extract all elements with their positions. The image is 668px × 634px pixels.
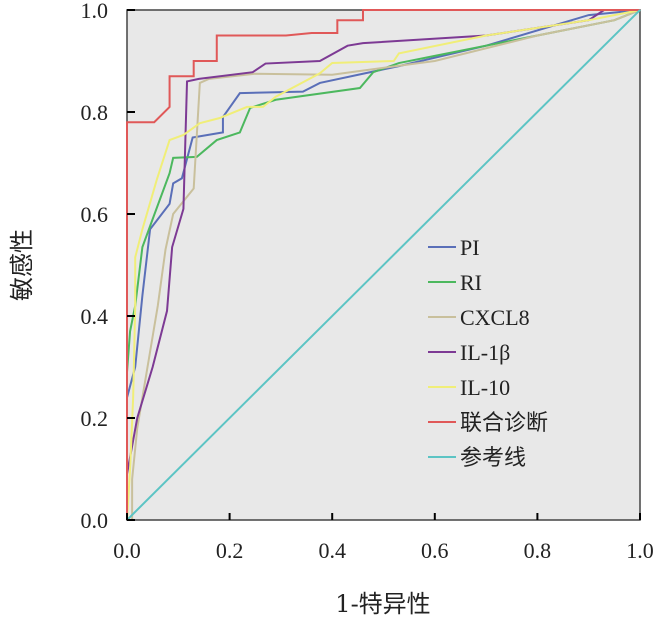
legend-label: IL-1β bbox=[460, 340, 510, 365]
roc-curve-6 bbox=[126, 9, 641, 521]
y-tick-label: 0.2 bbox=[81, 406, 109, 431]
roc-curve-4 bbox=[126, 9, 641, 521]
y-tick-label: 0.8 bbox=[81, 100, 109, 125]
x-tick-label: 0.0 bbox=[113, 538, 141, 563]
y-axis-label: 敏感性 bbox=[8, 229, 36, 301]
x-tick-label: 1.0 bbox=[626, 538, 654, 563]
y-tick-label: 0.6 bbox=[81, 202, 109, 227]
x-tick-label: 0.2 bbox=[216, 538, 244, 563]
legend-label: RI bbox=[460, 270, 482, 295]
roc-curve-5 bbox=[126, 9, 640, 520]
legend-label: 参考线 bbox=[460, 445, 526, 470]
roc-curve-0 bbox=[126, 9, 641, 520]
roc-curve-2 bbox=[127, 9, 641, 521]
y-tick-label: 0.0 bbox=[81, 508, 109, 533]
x-tick-label: 0.8 bbox=[524, 538, 552, 563]
x-tick-label: 0.6 bbox=[421, 538, 449, 563]
y-tick-label: 0.4 bbox=[81, 304, 109, 329]
roc-curve-1 bbox=[126, 9, 641, 520]
legend-label: 联合诊断 bbox=[460, 410, 548, 435]
x-tick-label: 0.4 bbox=[318, 538, 346, 563]
legend-label: PI bbox=[460, 235, 480, 260]
legend-label: IL-10 bbox=[460, 375, 510, 400]
legend-label: CXCL8 bbox=[460, 305, 530, 330]
y-tick-label: 1.0 bbox=[81, 0, 109, 23]
x-axis-label: 1-特异性 bbox=[335, 590, 430, 618]
